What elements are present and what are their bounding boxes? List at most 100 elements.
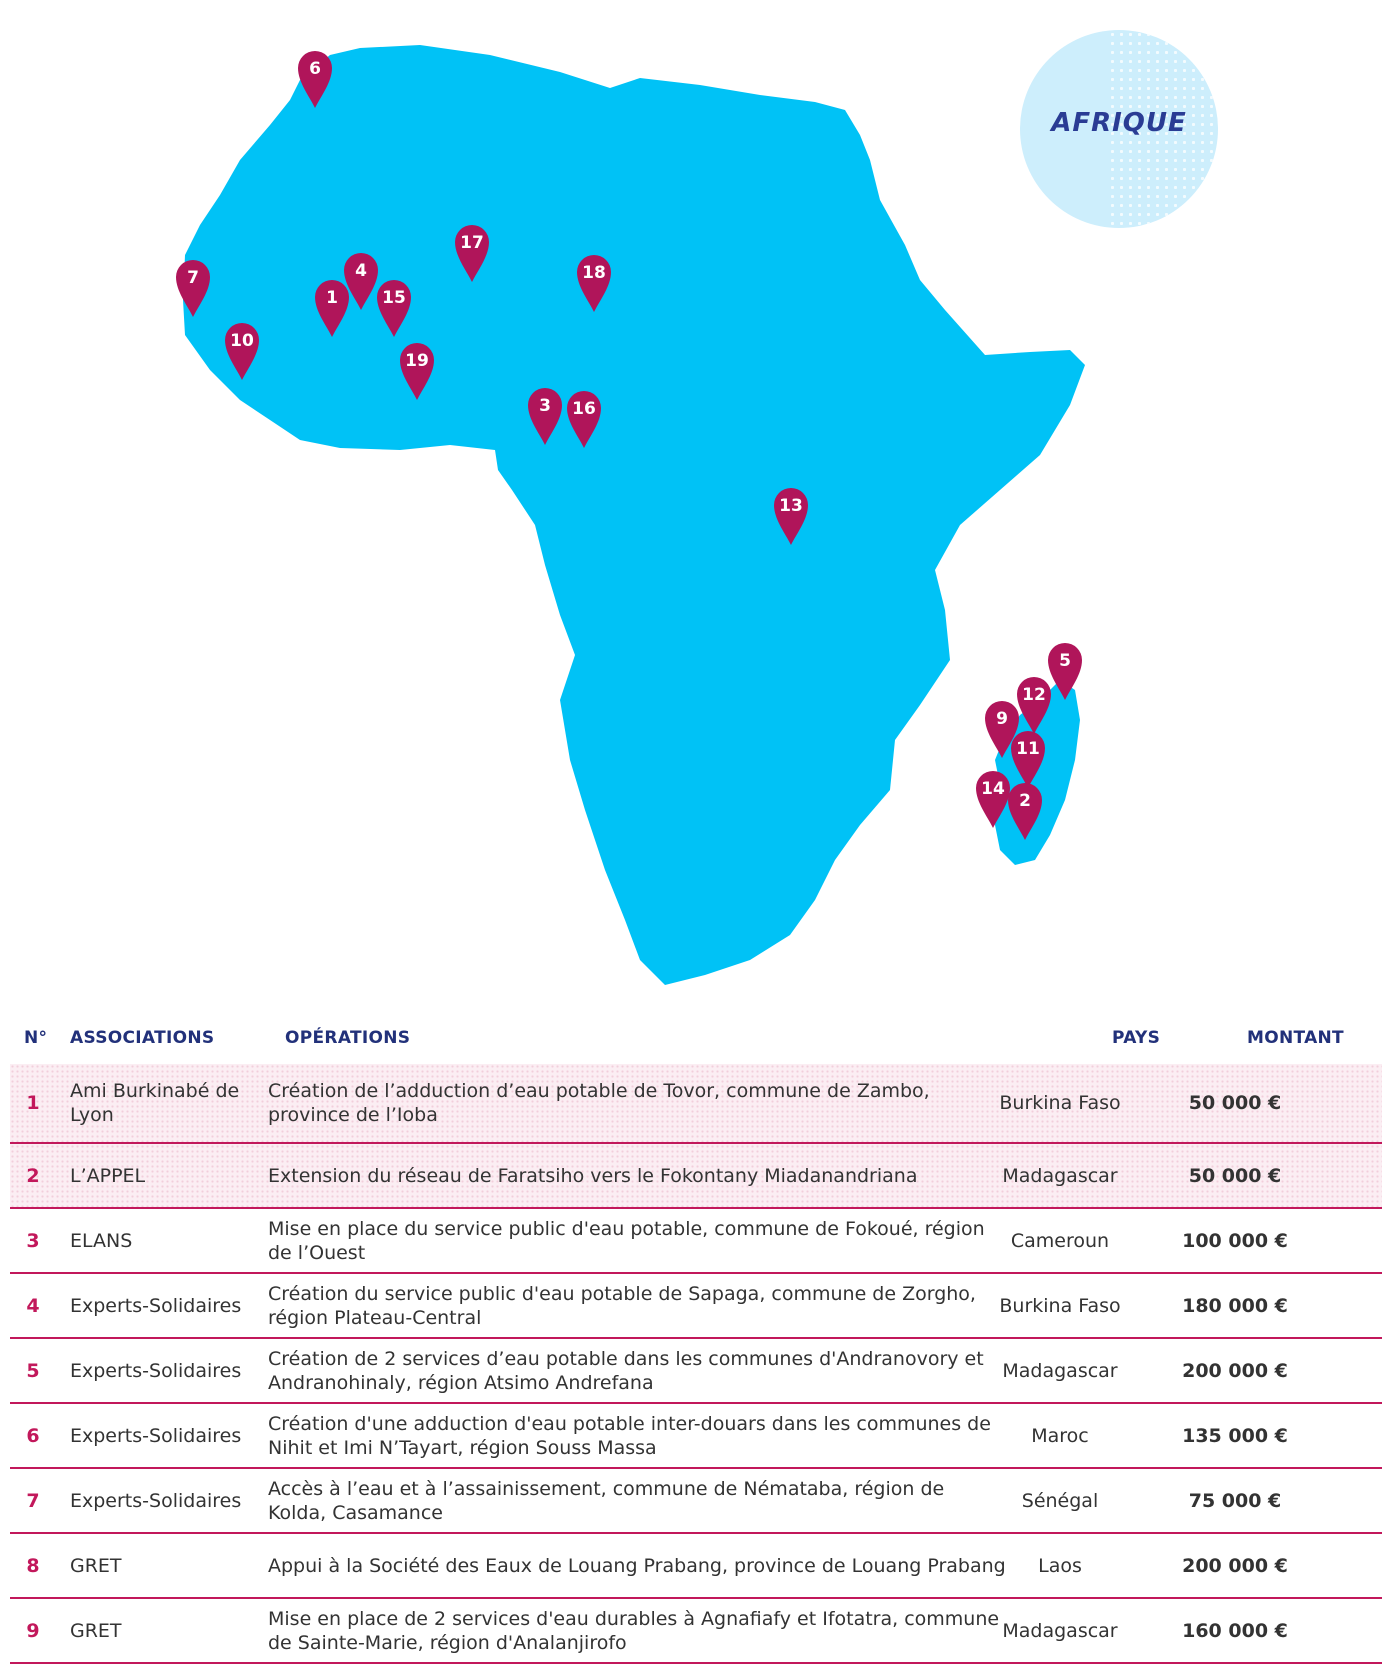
row-amount: 50 000 €: [1188, 1092, 1282, 1114]
header-amount: MONTANT: [1247, 1028, 1344, 1048]
map-pin-15[interactable]: 15: [377, 280, 411, 337]
row-association: GRET: [70, 1554, 122, 1577]
table-row: 9 GRET Mise en place de 2 services d'eau d…: [10, 1599, 1382, 1664]
row-amount: 160 000 €: [1182, 1619, 1288, 1642]
row-country: Madagascar: [1002, 1619, 1118, 1642]
map-pin-9[interactable]: 9: [985, 701, 1019, 758]
row-number: 4: [26, 1294, 40, 1317]
row-operation: Extension du réseau de Faratsiho vers le…: [268, 1164, 918, 1187]
row-operation: Mise en place de 2 services d'eau durabl…: [268, 1607, 1000, 1654]
table-row: 3 ELANS Mise en place du service public d'…: [10, 1209, 1382, 1274]
row-amount: 50 000 €: [1188, 1164, 1282, 1187]
map-pin-label: 1: [326, 288, 338, 308]
row-number: 6: [26, 1424, 40, 1447]
row-number: 9: [26, 1619, 40, 1642]
row-amount: 75 000 €: [1188, 1489, 1282, 1512]
row-number: 1: [26, 1092, 40, 1114]
row-association: ELANS: [70, 1229, 133, 1252]
row-number: 7: [26, 1489, 40, 1512]
row-association: GRET: [70, 1619, 122, 1642]
row-country: Burkina Faso: [999, 1092, 1121, 1114]
header-operation: OPÉRATIONS: [285, 1028, 411, 1048]
row-amount: 200 000 €: [1182, 1554, 1288, 1577]
table-row: 4 Experts-Solidaires Création du service p…: [10, 1274, 1382, 1339]
table-row: 1 Ami Burkinabé de Lyon Création de l’addu…: [10, 1064, 1382, 1144]
row-country: Cameroun: [1010, 1229, 1110, 1252]
header-association: ASSOCIATIONS: [70, 1028, 215, 1048]
map-pin-19[interactable]: 19: [400, 343, 434, 400]
badge-dot-pattern: [1108, 30, 1218, 228]
map-pin-marker-icon: [985, 701, 1019, 758]
map-pin-label: 3: [539, 396, 551, 416]
map-pin-marker-icon: [1017, 677, 1051, 734]
map-pin-marker-icon: [344, 253, 378, 310]
map-pin-label: 16: [572, 399, 596, 419]
row-operation: Accès à l’eau et à l’assainissement, com…: [268, 1477, 945, 1524]
map-pin-10[interactable]: 10: [225, 323, 259, 380]
map-pin-marker-icon: [455, 225, 489, 282]
row-country: Laos: [1038, 1554, 1082, 1577]
row-amount: 135 000 €: [1182, 1424, 1288, 1447]
map-pin-5[interactable]: 5: [1048, 643, 1082, 700]
row-association: Experts-Solidaires: [70, 1294, 242, 1317]
map-pin-label: 11: [1016, 739, 1040, 759]
map-pin-label: 13: [779, 496, 803, 516]
map-pin-marker-icon: [225, 323, 259, 380]
map-pin-label: 14: [981, 779, 1005, 799]
row-number: 2: [26, 1164, 40, 1187]
map-pin-14[interactable]: 14: [976, 771, 1010, 828]
map-pin-label: 9: [996, 709, 1008, 729]
row-operation: Création de 2 services d’eau potable dan…: [268, 1347, 984, 1394]
map-pin-marker-icon: [774, 488, 808, 545]
row-association: Experts-Solidaires: [70, 1489, 242, 1512]
map-pin-1[interactable]: 1: [315, 280, 349, 337]
row-country: Madagascar: [1002, 1359, 1118, 1382]
map-pin-marker-icon: [1048, 643, 1082, 700]
map-pin-13[interactable]: 13: [774, 488, 808, 545]
map-pin-label: 7: [187, 268, 199, 288]
table-row: 6 Experts-Solidaires Création d'une adduct…: [10, 1404, 1382, 1469]
row-amount: 180 000 €: [1182, 1294, 1288, 1317]
row-country: Maroc: [1031, 1424, 1089, 1447]
map-pin-3[interactable]: 3: [528, 387, 562, 445]
operations-table: N° ASSOCIATIONS OPÉRATIONS PAYS MONTANT …: [10, 1012, 1382, 1664]
map-pin-2[interactable]: 2: [1008, 783, 1042, 840]
map-pin-label: 18: [582, 263, 606, 283]
row-country: Burkina Faso: [999, 1294, 1121, 1317]
row-amount: 200 000 €: [1182, 1359, 1288, 1382]
map-pin-label: 4: [355, 261, 367, 281]
map-pin-11[interactable]: 11: [1011, 731, 1045, 788]
region-badge: AFRIQUE: [1020, 30, 1218, 228]
map-pin-17[interactable]: 17: [455, 225, 489, 282]
region-label: AFRIQUE: [1051, 108, 1187, 138]
table-row: 2 L’APPEL Extension du réseau de Faratsiho…: [10, 1144, 1382, 1209]
header-country: PAYS: [1112, 1028, 1161, 1048]
row-number: 3: [26, 1229, 40, 1252]
table-body: 1 Ami Burkinabé de Lyon Création de l’addu…: [10, 1064, 1382, 1664]
map-pin-marker-icon: [1011, 731, 1045, 788]
row-association: Experts-Solidaires: [70, 1424, 242, 1447]
map-pin-label: 15: [382, 288, 406, 308]
row-operation: Création du service public d'eau potable…: [268, 1282, 976, 1329]
row-country: Sénégal: [1021, 1489, 1099, 1512]
map-pin-marker-icon: [976, 771, 1010, 828]
table-row: 7 Experts-Solidaires Accès à l’eau et à l’…: [10, 1469, 1382, 1534]
map-pin-marker-icon: [298, 51, 332, 108]
map-pin-marker-icon: [400, 343, 434, 400]
map-pin-marker-icon: [315, 280, 349, 337]
map-pin-marker-icon: [577, 255, 611, 312]
map-pin-label: 12: [1022, 685, 1046, 705]
map-pin-7[interactable]: 7: [176, 260, 210, 317]
map-pin-16[interactable]: 16: [567, 391, 601, 448]
africa-landmass: [183, 45, 1085, 985]
map-pin-6[interactable]: 6: [298, 51, 332, 108]
map-pin-4[interactable]: 4: [344, 253, 378, 310]
map-pin-18[interactable]: 18: [577, 255, 611, 312]
map-pin-marker-icon: [377, 280, 411, 337]
row-association: Experts-Solidaires: [70, 1359, 242, 1382]
map-pin-label: 6: [309, 59, 321, 79]
map-pin-label: 5: [1059, 651, 1071, 671]
map-pin-12[interactable]: 12: [1017, 677, 1051, 734]
